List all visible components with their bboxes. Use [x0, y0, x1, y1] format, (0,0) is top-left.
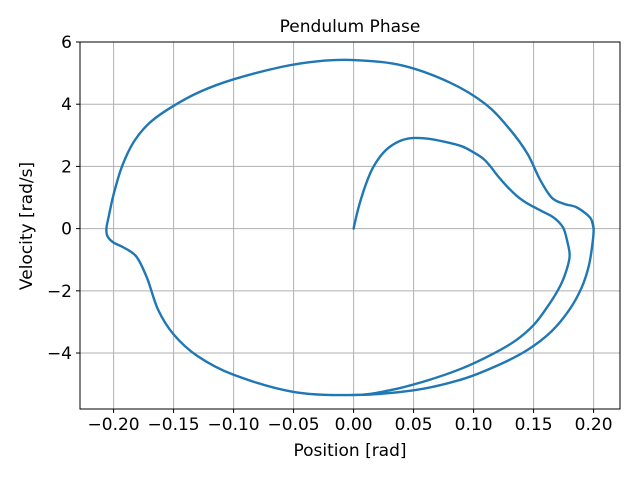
- y-tick-label: 6: [61, 33, 72, 53]
- y-tick-label: 0: [61, 220, 72, 240]
- x-tick-label: −0.20: [88, 415, 140, 435]
- x-tick-label: 0.10: [455, 415, 493, 435]
- y-tick-label: 4: [61, 95, 72, 115]
- x-tick-label: 0.15: [515, 415, 553, 435]
- plot-area-background: [80, 42, 620, 409]
- y-axis-label: Velocity [rad/s]: [17, 162, 37, 290]
- x-tick-label: −0.10: [208, 415, 260, 435]
- x-tick-label: 0.05: [395, 415, 433, 435]
- plot-area-frame: [79, 41, 621, 410]
- x-tick-label: 0.00: [335, 415, 373, 435]
- phase-trajectory-line: [105, 58, 595, 397]
- y-tick-label: 2: [61, 157, 72, 177]
- x-tick-label: −0.05: [268, 415, 320, 435]
- chart-title: Pendulum Phase: [280, 17, 421, 37]
- y-tick-label: −4: [47, 344, 72, 364]
- series-layer: [105, 58, 595, 397]
- x-axis-label: Position [rad]: [293, 441, 406, 461]
- x-tick-label: −0.15: [148, 415, 200, 435]
- ticks: −0.20 −0.15 −0.10 −0.05 0.00 0.05 0.10 0.15 0.20…: [47, 33, 613, 435]
- y-tick-label: −2: [47, 282, 72, 302]
- x-tick-label: 0.20: [575, 415, 613, 435]
